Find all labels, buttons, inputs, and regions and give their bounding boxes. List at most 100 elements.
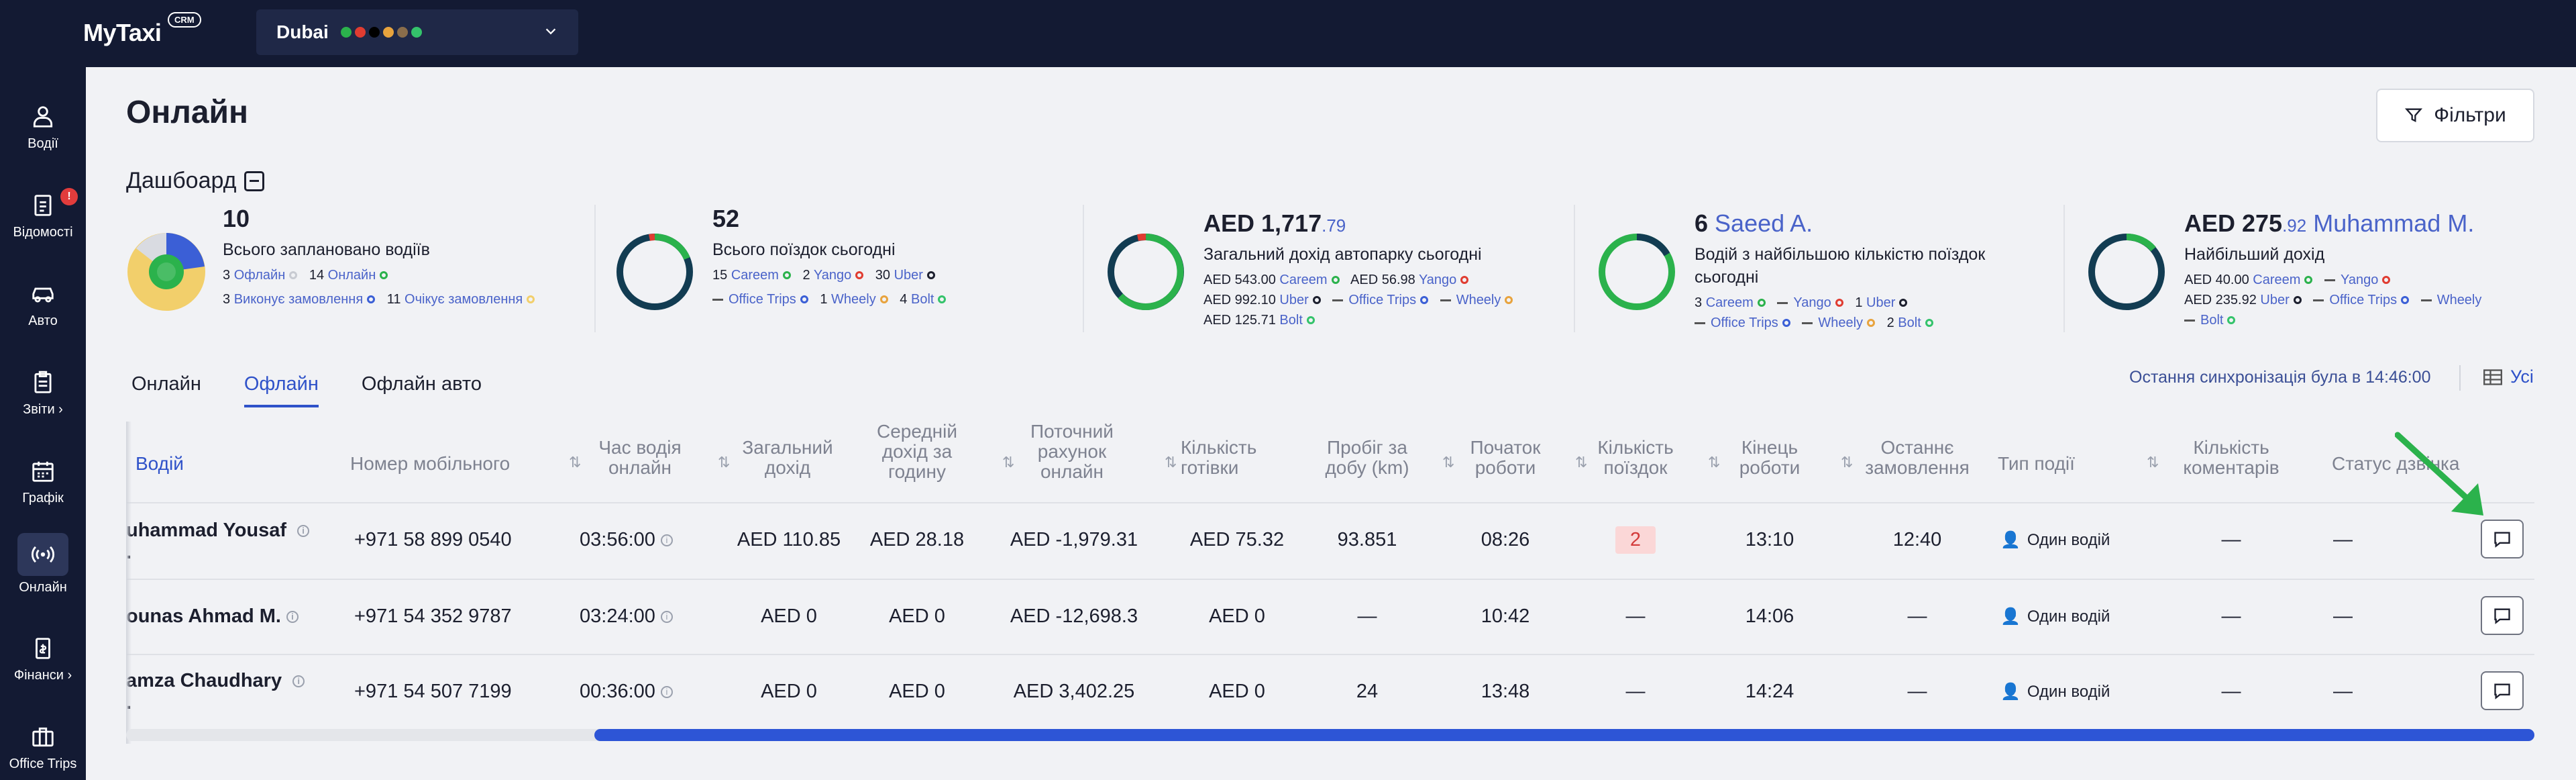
sort-icon[interactable]: ⇅ bbox=[2147, 454, 2159, 471]
briefcase-icon bbox=[32, 727, 54, 746]
event-type: 👤 Один водій bbox=[2000, 682, 2110, 701]
sidebar-item-schedule[interactable]: Графік bbox=[0, 442, 86, 522]
city-name: Dubai bbox=[276, 21, 329, 42]
comment-icon bbox=[2494, 608, 2510, 624]
comment-button[interactable] bbox=[2481, 671, 2524, 710]
stat-planned-drivers: 10 Всього заплановано водіїв 3 Офлайн 14… bbox=[223, 205, 543, 339]
divider bbox=[126, 579, 2534, 580]
sort-icon[interactable]: ⇅ bbox=[1165, 454, 1177, 471]
column-header-last-order[interactable]: Останнє замовлення bbox=[1865, 437, 1970, 478]
planned-line-1: 3 Офлайн 14 Онлайн bbox=[223, 265, 543, 285]
sidebar-item-cars[interactable]: Авто bbox=[0, 264, 86, 345]
sort-icon[interactable]: ⇅ bbox=[1708, 454, 1721, 471]
sync-status: Остання синхронізація була в 14:46:00 bbox=[2129, 368, 2431, 387]
filter-icon bbox=[2405, 108, 2423, 123]
driver-name[interactable]: amza Chaudhary i. bbox=[126, 670, 305, 714]
sidebar-item-reports[interactable]: Звіти › bbox=[0, 353, 86, 434]
call-status: — bbox=[2333, 681, 2353, 702]
driver-phone: +971 58 899 0540 bbox=[354, 529, 512, 550]
trips-chart bbox=[616, 234, 693, 310]
wallet-icon bbox=[36, 637, 50, 659]
call-status: — bbox=[2333, 529, 2353, 550]
work-end: 14:24 bbox=[1745, 681, 1794, 702]
notification-badge: ! bbox=[60, 188, 78, 205]
collapse-icon[interactable] bbox=[244, 170, 265, 191]
column-header-online-time[interactable]: Час водія онлайн bbox=[598, 437, 682, 478]
hourly-income: AED 0 bbox=[889, 605, 945, 627]
horizontal-scrollbar[interactable] bbox=[594, 729, 2534, 741]
stat-fleet-income: AED 1,717.79 Загальний дохід автопарку с… bbox=[1203, 209, 1521, 344]
tab-offline-cars[interactable]: Офлайн авто bbox=[361, 373, 482, 395]
sidebar-item-drivers[interactable]: Водії bbox=[0, 87, 86, 168]
page-title: Онлайн bbox=[126, 95, 249, 130]
column-header-driver[interactable]: Водій bbox=[136, 453, 184, 474]
sidebar-item-reports-list[interactable]: Відомості ! bbox=[0, 176, 86, 256]
crm-badge: CRM bbox=[168, 12, 201, 28]
current-account: AED 3,402.25 bbox=[1013, 681, 1135, 702]
driver-name[interactable]: uhammad Yousaf i. bbox=[126, 520, 310, 564]
filters-button[interactable]: Фільтри bbox=[2376, 89, 2534, 142]
app-logo[interactable]: MyTaxi bbox=[83, 19, 162, 46]
work-start: 08:26 bbox=[1481, 529, 1530, 550]
trips-count: — bbox=[1625, 605, 1646, 627]
income-chart bbox=[1108, 233, 1184, 310]
sidebar-item-online[interactable]: Онлайн bbox=[0, 524, 86, 604]
column-header-trips[interactable]: Кількість поїздок bbox=[1597, 437, 1674, 478]
column-header-start[interactable]: Початок роботи bbox=[1470, 437, 1541, 478]
city-select[interactable]: Dubai bbox=[256, 9, 578, 55]
column-header-account[interactable]: Поточний рахунок онлайн bbox=[1030, 422, 1114, 482]
column-header-total-income[interactable]: Загальний дохід bbox=[742, 437, 833, 478]
sort-icon[interactable]: ⇅ bbox=[1575, 454, 1588, 471]
sidebar-item-label: Графік bbox=[22, 490, 64, 505]
last-order: — bbox=[1907, 605, 1927, 627]
mileage: — bbox=[1357, 605, 1377, 627]
sidebar-item-office-trips[interactable]: Office Trips bbox=[0, 708, 86, 780]
total-income: AED 110.85 bbox=[737, 529, 841, 550]
trips-line-1: 15 Careem 2 Yango 30 Uber bbox=[712, 265, 954, 285]
column-header-end[interactable]: Кінець роботи bbox=[1739, 437, 1801, 478]
column-header-phone[interactable]: Номер мобільного bbox=[350, 453, 511, 474]
column-header-hourly-income[interactable]: Середній дохід за годину bbox=[877, 422, 957, 482]
stat-top-trips-driver: 6 Saeed A. Водій з найбільшою кількістю … bbox=[1695, 209, 1985, 344]
stat-total-trips: 52 Всього поїздок сьогодні 15 Careem 2 Y… bbox=[712, 205, 954, 339]
income-line-2: AED 992.10 Uber Office Trips Wheely bbox=[1203, 290, 1521, 310]
all-label: Усі bbox=[2510, 367, 2534, 387]
tab-offline[interactable]: Офлайн bbox=[244, 373, 319, 407]
column-header-mileage[interactable]: Пробіг за добу (km) bbox=[1325, 437, 1409, 478]
call-status: — bbox=[2333, 605, 2353, 627]
sort-icon[interactable]: ⇅ bbox=[1442, 454, 1455, 471]
divider bbox=[126, 502, 2534, 503]
top-trips-chart bbox=[1599, 234, 1675, 310]
comment-button[interactable] bbox=[2481, 520, 2524, 558]
stat-top-income: AED 275.92 Muhammad M. Найбільший дохід … bbox=[2184, 209, 2481, 344]
top-trips-value: 6 Saeed A. bbox=[1695, 209, 1813, 237]
tab-online[interactable]: Онлайн bbox=[131, 373, 201, 395]
sidebar-item-label: Звіти › bbox=[23, 401, 63, 417]
chevron-down-icon bbox=[545, 28, 556, 35]
sort-icon[interactable]: ⇅ bbox=[1841, 454, 1854, 471]
divider bbox=[1574, 205, 1575, 332]
sidebar-item-finance[interactable]: Фінанси › bbox=[0, 619, 86, 699]
column-header-comments[interactable]: Кількість коментарів bbox=[2183, 437, 2279, 478]
top-income-label: Найбільший дохід bbox=[2184, 245, 2325, 264]
sort-icon[interactable]: ⇅ bbox=[569, 454, 582, 471]
comments-count: — bbox=[2221, 529, 2241, 550]
last-order: 12:40 bbox=[1892, 529, 1942, 550]
sort-icon[interactable]: ⇅ bbox=[718, 454, 731, 471]
driver-name[interactable]: ounas Ahmad M. i bbox=[126, 605, 299, 628]
cash-amount: AED 0 bbox=[1209, 605, 1265, 627]
income-line-1: AED 543.00 Careem AED 56.98 Yango bbox=[1203, 270, 1521, 290]
user-icon bbox=[33, 105, 53, 128]
driver-phone: +971 54 507 7199 bbox=[354, 681, 512, 702]
comment-button[interactable] bbox=[2481, 596, 2524, 635]
column-header-event-type[interactable]: Тип події bbox=[1998, 453, 2075, 474]
columns-all-button[interactable]: Усі bbox=[2483, 367, 2534, 387]
driver-phone: +971 54 352 9787 bbox=[354, 605, 512, 627]
info-icon: i bbox=[660, 686, 673, 699]
mileage: 93.851 bbox=[1337, 529, 1397, 550]
sort-icon[interactable]: ⇅ bbox=[1002, 454, 1015, 471]
comments-count: — bbox=[2221, 605, 2241, 627]
column-header-cash[interactable]: Кількість готівки bbox=[1181, 437, 1257, 478]
top-trips-line-1: 3 Careem Yango 1 Uber bbox=[1695, 293, 1985, 313]
fleet-income-label: Загальний дохід автопарку сьогодні bbox=[1203, 245, 1482, 264]
